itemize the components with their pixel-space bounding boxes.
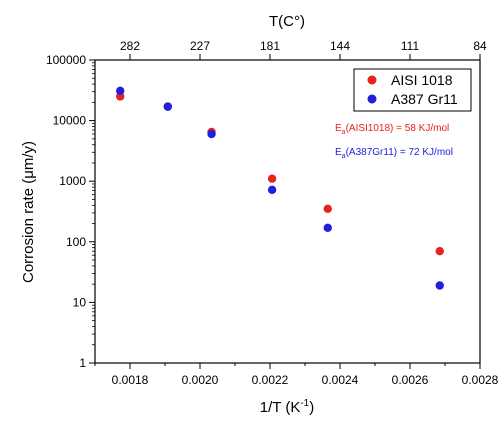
x-tick-label: 0.0024 [322, 373, 359, 387]
x-tick-label: 0.0020 [182, 373, 219, 387]
y-tick-label: 100000 [46, 53, 86, 67]
plot-frame [94, 59, 481, 364]
top-tick-label: 282 [120, 39, 140, 53]
top-axis-title: T(C°) [269, 13, 305, 30]
data-point-a387gr11 [207, 129, 216, 139]
legend: AISI 1018 A387 Gr11 [353, 68, 472, 112]
legend-label-aisi1018: AISI 1018 [391, 72, 453, 88]
y-tick-label: 1000 [59, 174, 86, 188]
y-tick-label: 1 [79, 356, 86, 370]
data-point-aisi1018 [323, 204, 332, 214]
data-point-aisi1018 [435, 246, 444, 256]
data-point-a387gr11 [435, 281, 444, 290]
data-points [116, 86, 444, 290]
legend-label-a387gr11: A387 Gr11 [391, 91, 458, 107]
top-axis-ticks: 282 227 181 144 111 84 [120, 39, 487, 60]
annotation-ea-aisi1018: Ea(AISI1018) = 58 KJ/mol [335, 123, 449, 136]
data-point-a387gr11 [267, 185, 277, 195]
y-axis-ticks: 1 10 100 1000 10000 100000 [46, 53, 95, 370]
x-tick-label: 0.0028 [462, 373, 499, 387]
x-axis-title: 1/T (K-1) [260, 398, 314, 416]
annotation-ea-a387gr11: Ea(A387Gr11) = 72 KJ/mol [335, 147, 453, 160]
legend-box [353, 68, 472, 112]
top-tick-label: 181 [260, 39, 280, 53]
y-tick-label: 100 [66, 235, 86, 249]
data-point-aisi1018 [267, 174, 277, 183]
top-tick-label: 84 [473, 39, 487, 53]
legend-marker-a387gr11 [367, 94, 377, 104]
top-tick-label: 144 [330, 39, 350, 53]
top-tick-label: 111 [401, 39, 420, 53]
x-tick-label: 0.0018 [112, 373, 149, 387]
x-tick-label: 0.0022 [252, 373, 289, 387]
x-axis-ticks: 0.0018 0.0020 0.0022 0.0024 0.0026 0.0028 [94, 363, 499, 387]
legend-marker-aisi1018 [367, 75, 377, 85]
data-point-a387gr11 [116, 86, 125, 96]
data-point-a387gr11 [323, 223, 332, 233]
y-axis-title: Corrosion rate (μm/y) [20, 141, 37, 283]
x-tick-label: 0.0026 [392, 373, 429, 387]
y-tick-label: 10000 [53, 114, 87, 128]
y-tick-label: 10 [73, 295, 87, 309]
top-tick-label: 227 [190, 39, 210, 53]
data-point-a387gr11 [163, 102, 172, 111]
